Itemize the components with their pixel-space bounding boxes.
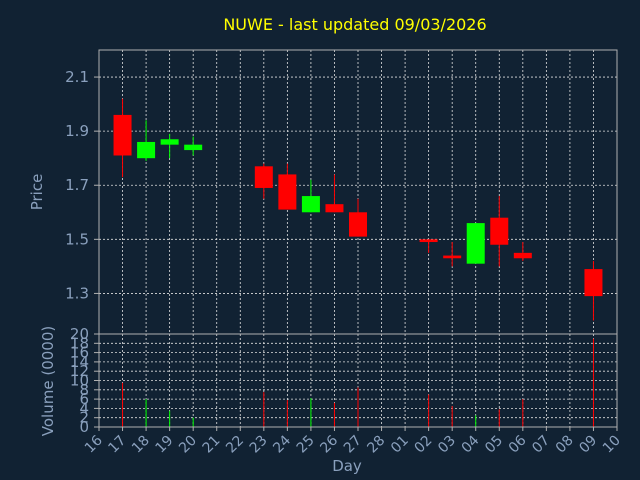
candle-body (466, 223, 485, 264)
x-tick-label: 17 (105, 433, 129, 457)
x-tick-label: 25 (294, 433, 318, 457)
volume-tick-label: 2 (79, 409, 89, 427)
x-tick-label: 28 (364, 433, 388, 457)
x-tick-label: 16 (82, 432, 106, 456)
x-tick-label: 18 (129, 433, 153, 457)
x-tick-label: 27 (341, 433, 365, 457)
candle-body (349, 212, 367, 237)
candle-body (301, 196, 320, 213)
candle-body (490, 217, 509, 245)
x-tick-label: 01 (388, 433, 412, 457)
candle-body (278, 174, 297, 210)
x-tick-label: 24 (270, 432, 294, 456)
volume-panel-frame (98, 333, 618, 428)
x-tick-label: 08 (553, 433, 577, 457)
x-tick-label: 02 (412, 433, 436, 457)
x-tick-label: 10 (600, 433, 624, 457)
volume-tick-label: 16 (70, 344, 89, 362)
price-tick-label: 1.5 (65, 230, 89, 248)
x-tick-label: 04 (459, 432, 483, 456)
x-tick-label: 09 (576, 433, 600, 457)
volume-tick-label: 14 (70, 353, 89, 371)
x-tick-label: 26 (317, 432, 341, 456)
x-tick-label: 21 (200, 433, 224, 457)
volume-tick-label: 4 (79, 399, 89, 417)
x-axis-label: Day (332, 457, 362, 475)
price-tick-label: 1.9 (65, 122, 89, 140)
price-tick-label: 1.7 (65, 176, 89, 194)
price-tick-label: 1.3 (65, 284, 89, 302)
candle-body (443, 255, 462, 259)
volume-tick-label: 6 (79, 390, 89, 408)
candle-body (513, 252, 532, 259)
price-axis-label: Price (28, 174, 46, 211)
x-tick-label: 20 (176, 433, 200, 457)
chart-title: NUWE - last updated 09/03/2026 (223, 15, 486, 34)
candle-body (254, 166, 273, 188)
x-tick-label: 07 (529, 433, 553, 457)
volume-tick-label: 10 (70, 372, 89, 390)
x-tick-label: 19 (153, 433, 177, 457)
x-tick-label: 06 (506, 432, 530, 456)
volume-tick-label: 0 (79, 418, 89, 436)
volume-tick-label: 18 (70, 334, 89, 352)
candle-body (584, 269, 603, 297)
volume-tick-label: 8 (79, 381, 89, 399)
candle-body (137, 141, 156, 159)
x-tick-label: 03 (435, 433, 459, 457)
candle-body (325, 204, 344, 213)
candle-body (419, 239, 438, 243)
candle-body (184, 144, 203, 151)
x-tick-label: 22 (223, 433, 247, 457)
volume-tick-label: 20 (70, 325, 89, 343)
candle-body (113, 114, 132, 156)
x-tick-label: 23 (247, 433, 271, 457)
volume-tick-label: 12 (70, 362, 89, 380)
volume-axis-label: Volume (0000) (39, 326, 57, 436)
candle-body (160, 139, 179, 145)
price-tick-label: 2.1 (65, 68, 89, 86)
x-tick-label: 05 (482, 433, 506, 457)
